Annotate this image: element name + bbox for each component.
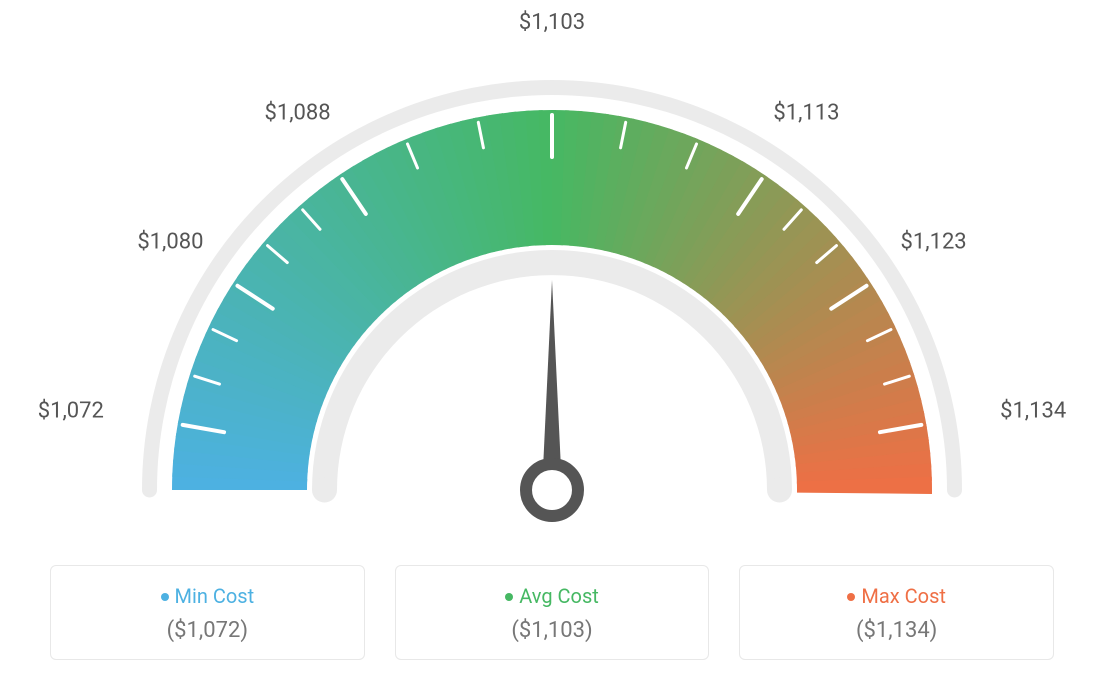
gauge-tick-label: $1,123: [901, 230, 967, 255]
max-dot-icon: [847, 593, 855, 601]
max-cost-label: Max Cost: [861, 584, 946, 608]
gauge-tick-label: $1,113: [773, 100, 839, 125]
cost-cards: Min Cost ($1,072) Avg Cost ($1,103) Max …: [50, 565, 1054, 660]
min-cost-title: Min Cost: [61, 584, 354, 608]
gauge-svg: [52, 20, 1052, 560]
gauge-tick-label: $1,072: [38, 398, 104, 423]
avg-cost-label: Avg Cost: [519, 584, 599, 608]
gauge-chart-container: { "gauge": { "type": "gauge", "min": 107…: [0, 0, 1104, 690]
gauge-tick-label: $1,103: [519, 10, 585, 35]
avg-cost-value: ($1,103): [406, 618, 699, 643]
avg-dot-icon: [505, 593, 513, 601]
gauge-tick-label: $1,134: [1000, 398, 1066, 423]
max-cost-value: ($1,134): [750, 618, 1043, 643]
min-dot-icon: [161, 593, 169, 601]
min-cost-card: Min Cost ($1,072): [50, 565, 365, 660]
avg-cost-title: Avg Cost: [406, 584, 699, 608]
gauge-tick-label: $1,088: [264, 100, 330, 125]
min-cost-value: ($1,072): [61, 618, 354, 643]
gauge-tick-label: $1,080: [137, 230, 203, 255]
min-cost-label: Min Cost: [175, 584, 255, 608]
gauge-area: $1,072$1,080$1,088$1,103$1,113$1,123$1,1…: [0, 20, 1104, 560]
max-cost-title: Max Cost: [750, 584, 1043, 608]
avg-cost-card: Avg Cost ($1,103): [395, 565, 710, 660]
max-cost-card: Max Cost ($1,134): [739, 565, 1054, 660]
